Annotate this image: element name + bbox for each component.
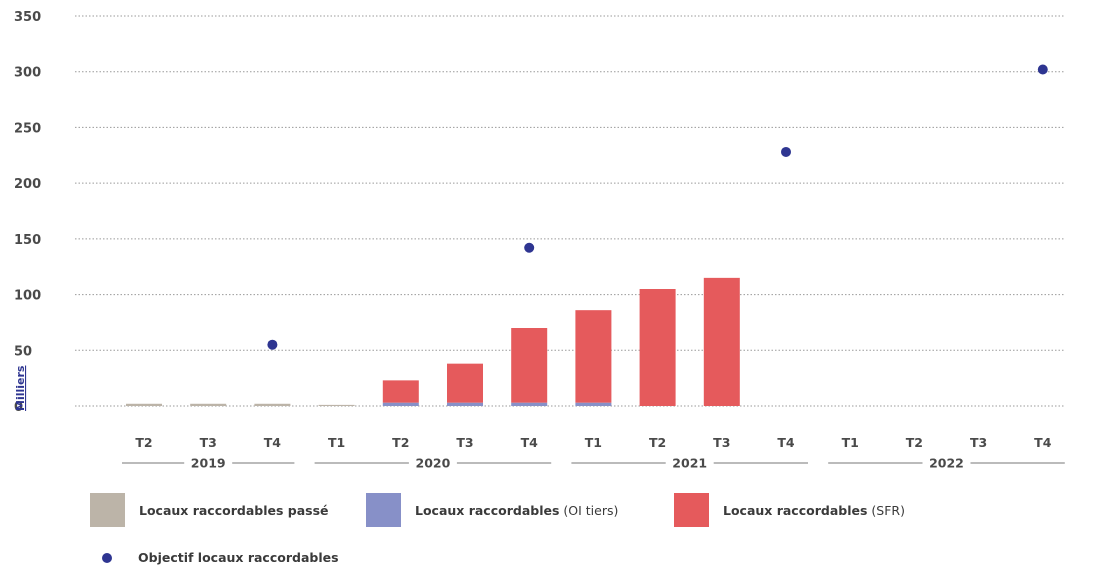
objective-point bbox=[781, 146, 791, 157]
points bbox=[267, 64, 1048, 350]
bar bbox=[190, 403, 227, 406]
x-tick-label: T3 bbox=[456, 435, 473, 450]
y-tick-label: 50 bbox=[14, 344, 32, 359]
legend-label-tiers: Locaux raccordables bbox=[415, 502, 560, 518]
x-ticks: T2 T3 T4 T1 T2 T3 T4 T1 T2 T3 T4 T1 T2 T3 T4 bbox=[135, 435, 1051, 450]
x-tick-label: T3 bbox=[713, 435, 730, 450]
year-label: 2020 bbox=[416, 456, 451, 471]
objective-point bbox=[267, 339, 278, 350]
bar bbox=[447, 363, 483, 403]
bar bbox=[575, 310, 612, 403]
x-tick-label: T1 bbox=[328, 435, 345, 450]
objective-point bbox=[1037, 64, 1048, 75]
legend-label-sfr-suffix: (SFR) bbox=[867, 502, 905, 518]
legend-item-sfr: Locaux raccordables (SFR) bbox=[674, 493, 905, 527]
legend-swatch-tiers bbox=[366, 493, 401, 527]
bar bbox=[254, 403, 291, 406]
x-tick-label: T2 bbox=[906, 435, 923, 450]
x-tick-label: T1 bbox=[585, 435, 602, 450]
year-groups: 2019 2020 2021 2022 bbox=[122, 456, 1065, 471]
y-tick-label: 100 bbox=[14, 289, 41, 304]
legend-item-tiers: Locaux raccordables (OI tiers) bbox=[366, 493, 618, 527]
x-tick-label: T2 bbox=[392, 435, 409, 450]
x-tick-label: T3 bbox=[200, 435, 217, 450]
bar bbox=[447, 402, 483, 406]
y-tick-label: 300 bbox=[14, 66, 41, 81]
y-tick-label: 0 bbox=[14, 400, 23, 415]
y-ticks: 0 50 100 150 200 250 300 350 bbox=[14, 10, 41, 415]
legend-label-objective: Objectif locaux raccordables bbox=[138, 550, 339, 565]
x-tick-label: T2 bbox=[649, 435, 666, 450]
x-tick-label: T1 bbox=[842, 435, 859, 450]
bar bbox=[382, 380, 419, 403]
x-tick-label: T4 bbox=[264, 435, 282, 450]
x-tick-label: T2 bbox=[135, 435, 152, 450]
y-tick-label: 350 bbox=[14, 10, 41, 25]
x-tick-label: T4 bbox=[1034, 435, 1052, 450]
year-label: 2021 bbox=[672, 456, 707, 471]
bar bbox=[575, 402, 612, 406]
bar bbox=[382, 402, 419, 406]
y-tick-label: 200 bbox=[14, 177, 41, 192]
legend-dot-objective bbox=[102, 552, 112, 563]
legend-swatch-past bbox=[90, 493, 125, 527]
grid bbox=[75, 15, 1065, 407]
x-tick-label: T3 bbox=[970, 435, 987, 450]
x-tick-label: T4 bbox=[521, 435, 539, 450]
bar bbox=[318, 404, 355, 406]
bar bbox=[511, 402, 548, 406]
bars bbox=[126, 277, 740, 406]
y-tick-label: 150 bbox=[14, 233, 41, 248]
legend-label-sfr: Locaux raccordables bbox=[723, 502, 868, 518]
legend-swatch-sfr bbox=[674, 493, 709, 527]
bar bbox=[126, 403, 162, 406]
y-tick-label: 250 bbox=[14, 121, 41, 136]
legend-label-tiers-suffix: (OI tiers) bbox=[559, 502, 619, 518]
legend-item-objective: Objectif locaux raccordables bbox=[102, 550, 339, 565]
year-label: 2019 bbox=[191, 456, 226, 471]
x-tick-label: T4 bbox=[777, 435, 795, 450]
y-axis-label: Milliers bbox=[14, 365, 27, 411]
objective-point bbox=[524, 242, 535, 253]
bar bbox=[703, 277, 740, 406]
legend-label-past: Locaux raccordables passé bbox=[139, 502, 329, 518]
year-label: 2022 bbox=[929, 456, 964, 471]
legend-item-past: Locaux raccordables passé bbox=[90, 493, 329, 527]
bar bbox=[511, 328, 548, 403]
bar bbox=[639, 289, 676, 406]
